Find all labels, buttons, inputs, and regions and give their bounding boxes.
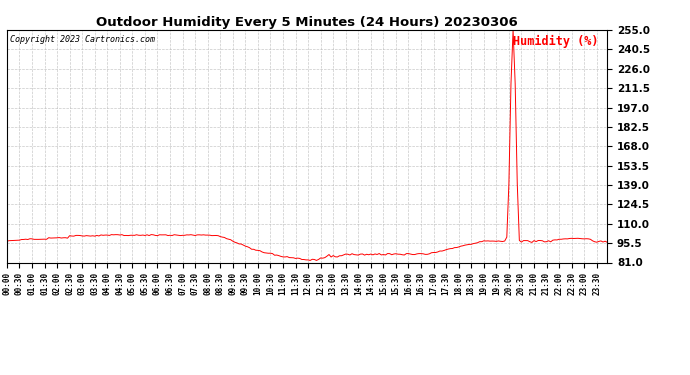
Title: Outdoor Humidity Every 5 Minutes (24 Hours) 20230306: Outdoor Humidity Every 5 Minutes (24 Hou… <box>96 16 518 29</box>
Text: Copyright 2023 Cartronics.com: Copyright 2023 Cartronics.com <box>10 34 155 44</box>
Text: Humidity (%): Humidity (%) <box>513 34 598 48</box>
